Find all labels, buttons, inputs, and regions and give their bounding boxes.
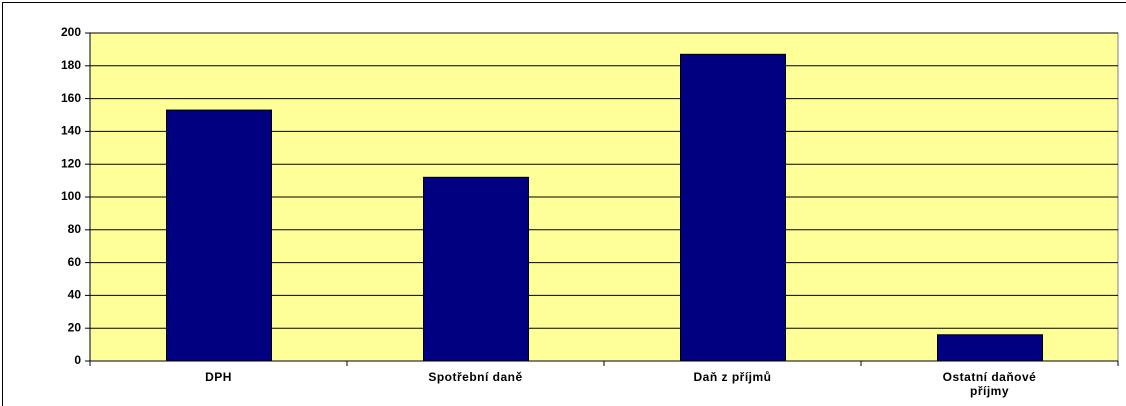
y-tick-label: 100	[61, 189, 81, 203]
x-tick-label: Spotřební daně	[428, 370, 522, 384]
bar	[423, 176, 529, 362]
x-tick-label: DPH	[205, 370, 232, 384]
y-tick-label: 160	[61, 91, 81, 105]
bar	[937, 334, 1043, 362]
x-tick-label-line: Ostatní daňové	[943, 370, 1037, 384]
bar	[680, 53, 786, 362]
y-tick-label: 120	[61, 156, 81, 170]
x-tick-label: Daň z příjmů	[693, 370, 771, 384]
y-tick-label: 0	[74, 353, 81, 367]
y-tick-label: 140	[61, 124, 81, 138]
y-tick-label: 60	[68, 255, 82, 269]
y-tick-label: 80	[68, 222, 82, 236]
y-tick-label: 180	[61, 58, 81, 72]
bar	[166, 109, 272, 362]
x-tick-label-line: příjmy	[970, 384, 1009, 398]
y-tick-label: 40	[68, 288, 82, 302]
x-tick-label: Ostatní daňové příjmy	[943, 370, 1037, 398]
y-tick-label: 20	[68, 320, 82, 334]
y-tick-label: 200	[61, 25, 81, 39]
